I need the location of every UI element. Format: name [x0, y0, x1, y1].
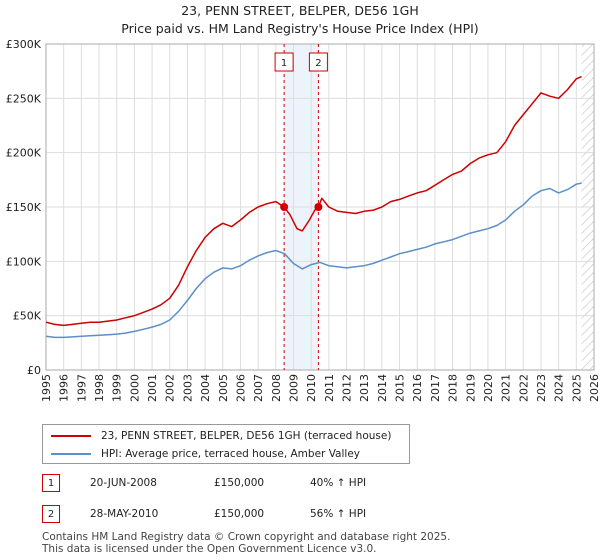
- x-tick-label: 1996: [58, 374, 71, 402]
- x-tick-label: 2022: [517, 374, 530, 402]
- x-tick-label: 2015: [394, 374, 407, 402]
- x-tick-label: 2024: [553, 374, 566, 402]
- x-tick-label: 2000: [128, 374, 141, 402]
- y-tick-label: £50K: [13, 310, 42, 323]
- x-tick-label: 2006: [234, 374, 247, 402]
- sale-label-box: [308, 52, 328, 72]
- x-tick-label: 2013: [358, 374, 371, 402]
- x-tick-label: 2016: [411, 374, 424, 402]
- transaction-price: £150,000: [214, 477, 265, 489]
- price-chart: £0 £50K £100K £150K £200K £250K £300K 1995 1996 1…: [6, 38, 600, 402]
- sale-label-box: [274, 52, 294, 72]
- x-tick-label: 2012: [341, 374, 354, 402]
- x-tick-label: 2003: [181, 374, 194, 402]
- x-tick-label: 1997: [75, 374, 88, 402]
- plot-frame: [45, 43, 595, 371]
- legend-swatch-hpi: [51, 453, 91, 455]
- y-tick-label: £300K: [6, 38, 42, 51]
- x-tick-label: 2001: [146, 374, 159, 402]
- chart-subtitle: Price paid vs. HM Land Registry's House …: [121, 21, 479, 36]
- footer-copyright: Contains HM Land Registry data © Crown c…: [42, 531, 451, 543]
- sale-point: [280, 203, 289, 211]
- x-tick-label: 2019: [464, 374, 477, 402]
- sale-label: 2: [315, 58, 321, 69]
- transaction-hpi-change: 56% ↑ HPI: [310, 508, 367, 520]
- x-tick-label: 2014: [376, 374, 389, 402]
- x-tick-label: 2023: [535, 374, 548, 402]
- y-tick-label: £150K: [6, 201, 42, 214]
- sale-label: 1: [281, 58, 287, 69]
- x-tick-label: 2010: [305, 374, 318, 402]
- x-tick-label: 2002: [164, 374, 177, 402]
- x-tick-label: 1998: [93, 374, 106, 402]
- x-tick-label: 2021: [500, 374, 513, 402]
- transaction-price: £150,000: [214, 508, 265, 520]
- legend-swatch-property: [51, 435, 91, 437]
- x-tick-label: 2004: [199, 374, 212, 402]
- x-tick-label: 2005: [217, 374, 230, 402]
- x-tick-label: 2017: [429, 374, 442, 402]
- transaction-number-badge: 1: [42, 474, 60, 492]
- x-tick-label: 2018: [447, 374, 460, 402]
- y-tick-label: £200K: [6, 147, 42, 160]
- series-line-property: [45, 75, 582, 327]
- legend-label-hpi: HPI: Average price, terraced house, Ambe…: [101, 448, 360, 460]
- x-tick-label: 2026: [588, 374, 600, 402]
- x-tick-label: 2009: [287, 374, 300, 402]
- chart-legend: 23, PENN STREET, BELPER, DE56 1GH (terra…: [42, 424, 410, 464]
- x-tick-label: 2008: [270, 374, 283, 402]
- x-tick-label: 1995: [40, 374, 53, 402]
- series-line-hpi: [45, 182, 582, 339]
- x-tick-label: 1999: [111, 374, 124, 402]
- y-tick-label: £250K: [6, 92, 42, 105]
- legend-item-property: 23, PENN STREET, BELPER, DE56 1GH (terra…: [51, 428, 391, 444]
- legend-label-property: 23, PENN STREET, BELPER, DE56 1GH (terra…: [101, 430, 392, 442]
- x-tick-label: 2020: [482, 374, 495, 402]
- transaction-date: 28-MAY-2010: [90, 508, 159, 520]
- transaction-date: 20-JUN-2008: [90, 477, 157, 489]
- x-tick-label: 2007: [252, 374, 265, 402]
- y-tick-label: £100K: [6, 255, 42, 268]
- chart-title-address: 23, PENN STREET, BELPER, DE56 1GH: [181, 3, 419, 18]
- x-tick-label: 2011: [323, 374, 336, 402]
- transaction-number-badge: 2: [42, 505, 60, 523]
- x-tick-label: 2025: [570, 374, 583, 402]
- sale-point: [314, 203, 323, 211]
- y-tick-label: £0: [27, 364, 41, 377]
- footer-licence: This data is licensed under the Open Gov…: [42, 543, 377, 555]
- legend-item-hpi: HPI: Average price, terraced house, Ambe…: [51, 446, 360, 462]
- transaction-hpi-change: 40% ↑ HPI: [310, 477, 367, 489]
